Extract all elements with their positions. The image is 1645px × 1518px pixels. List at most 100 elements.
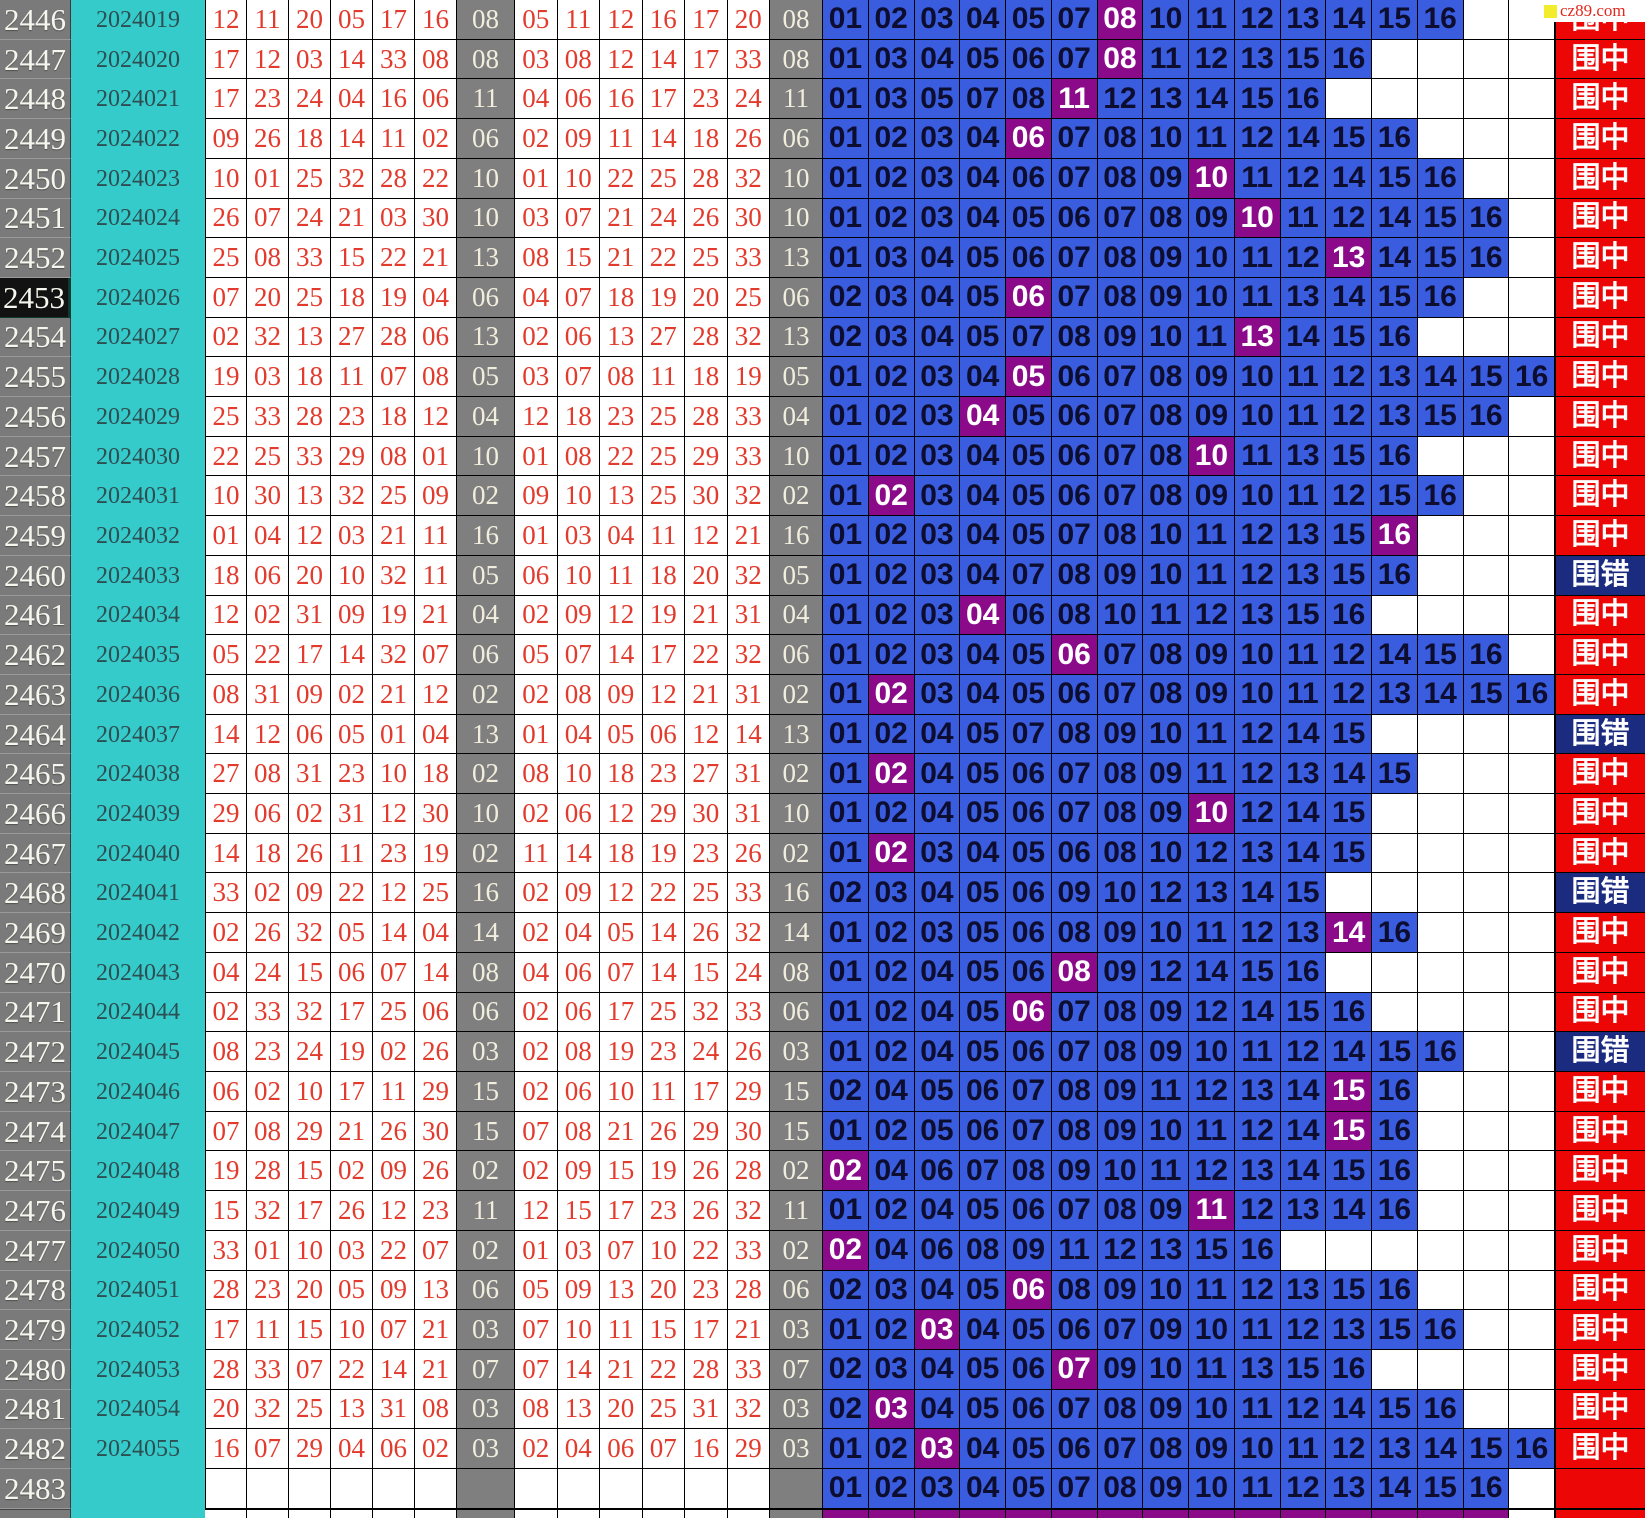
blue-zone-cell: 08 [1097, 238, 1144, 278]
red-ball-cell: 23 [331, 397, 373, 437]
blue-zone-cell: 10 [1234, 635, 1281, 675]
blue-zone-cell: 05 [1006, 516, 1052, 556]
red-ball-cell: 33 [289, 436, 331, 477]
blue-zone-empty-cell [1417, 555, 1464, 596]
blue-zone-cell: 14 [1326, 0, 1372, 40]
blue-zone-empty-cell [1463, 39, 1510, 80]
blue-zone-empty-cell [1463, 516, 1510, 556]
red-ball-cell: 14 [331, 119, 373, 159]
red-ball-cell: 14 [205, 714, 247, 755]
blue-zone-empty-cell [1463, 555, 1510, 596]
red-ball-cell: 21 [415, 1349, 457, 1390]
table-row: 2449 2024022 09 26 18 14 11 02 06 02 09 11 14 18 26 06 0… [0, 119, 1645, 159]
row-index-cell: 2477 [0, 1230, 71, 1271]
blue-zone-empty-cell [1372, 39, 1418, 80]
row-index-cell: 2467 [0, 833, 71, 874]
sorted-red-ball-cell: 33 [727, 992, 770, 1033]
sorted-red-ball-cell: 26 [727, 119, 770, 159]
sorted-red-ball-cell: 31 [685, 1389, 728, 1430]
blue-ball-repeat-cell: 16 [770, 873, 823, 914]
blue-zone-cell: 04 [914, 238, 961, 278]
red-ball-cell: 14 [205, 833, 247, 874]
blue-zone-cell: 03 [914, 913, 961, 953]
blue-zone-cell: 09 [1006, 1230, 1052, 1271]
blue-zone-cell: 15 [1372, 476, 1418, 517]
blue-zone-cell: 04 [960, 476, 1006, 517]
red-ball-cell: 07 [415, 635, 457, 675]
sorted-red-ball-cell: 25 [642, 476, 685, 517]
blue-ball-repeat-cell: 02 [770, 1151, 823, 1192]
issue-number-cell: 2024022 [71, 119, 205, 159]
sorted-red-ball-cell: 28 [685, 397, 728, 437]
blue-zone-cell: 04 [914, 1032, 961, 1072]
issue-number-cell: 2024042 [71, 913, 205, 953]
sorted-red-ball-cell: 22 [600, 158, 643, 199]
blue-zone-cell: 16 [1463, 238, 1510, 278]
blue-zone-cell: 11 [1189, 1111, 1235, 1152]
sorted-red-ball-cell: 33 [727, 397, 770, 437]
sorted-red-ball-cell: 25 [642, 436, 685, 477]
sorted-red-ball-cell: 32 [727, 635, 770, 675]
red-ball-cell: 14 [373, 1349, 415, 1390]
blue-zone-empty-cell [1417, 833, 1464, 874]
blue-zone-empty-cell [1509, 1230, 1555, 1271]
blue-zone-cell: 11 [1280, 476, 1327, 517]
red-ball-cell: 09 [331, 595, 373, 636]
blue-zone-cell: 14 [1326, 158, 1372, 199]
red-ball-cell: 17 [205, 79, 247, 120]
red-ball-cell: 20 [289, 555, 331, 596]
issue-number-cell: 2024032 [71, 516, 205, 556]
blue-ball-cell: 02 [457, 833, 515, 874]
blue-zone-cell: 07 [1051, 1032, 1098, 1072]
blue-zone-empty-cell [1509, 1270, 1555, 1311]
blue-ball-cell: 05 [457, 555, 515, 596]
blue-zone-cell: 09 [1143, 1389, 1189, 1430]
blue-zone-cell: 06 [1051, 357, 1098, 398]
sorted-red-ball-cell: 24 [727, 952, 770, 993]
red-ball-cell: 04 [415, 714, 457, 755]
blue-zone-empty-cell [1372, 1349, 1418, 1390]
blue-zone-cell: 03 [868, 873, 915, 914]
sorted-red-ball-cell [600, 1508, 643, 1518]
sorted-red-ball-cell: 27 [642, 317, 685, 358]
sorted-red-ball-cell: 23 [600, 397, 643, 437]
blue-zone-cell: 05 [960, 39, 1006, 80]
blue-ball-repeat-cell: 03 [770, 1310, 823, 1350]
red-ball-cell: 26 [415, 1151, 457, 1192]
red-ball-cell [331, 1508, 373, 1518]
blue-zone-cell: 11 [1280, 397, 1327, 437]
blue-zone-empty-cell [1509, 397, 1555, 437]
blue-zone-empty-cell [1509, 119, 1555, 159]
blue-zone-cell: 16 [1417, 1389, 1464, 1430]
table-row: 2470 2024043 04 24 15 06 07 14 08 04 06 07 14 15 24 08 0… [0, 952, 1645, 993]
blue-zone-cell: 01 [823, 1032, 869, 1072]
blue-zone-cell: 12 [1234, 555, 1281, 596]
red-ball-cell [415, 1508, 457, 1518]
issue-number-cell: 2024028 [71, 357, 205, 398]
result-cell: 围中 [1555, 1270, 1645, 1311]
sorted-red-ball-cell: 13 [600, 1270, 643, 1311]
blue-zone-cell: 01 [823, 0, 869, 40]
result-cell: 围中 [1555, 1429, 1645, 1470]
sorted-red-ball-cell: 12 [600, 873, 643, 914]
row-index-cell: 2446 [0, 0, 71, 40]
blue-zone-cell: 16 [1326, 39, 1372, 80]
blue-zone-cell: 07 [960, 1151, 1006, 1192]
red-ball-cell: 13 [415, 1270, 457, 1311]
blue-zone-cell: 15 [1280, 1349, 1327, 1390]
blue-zone-cell: 01 [823, 158, 869, 199]
site-watermark[interactable]: cz89.com [1541, 0, 1645, 22]
blue-ball-repeat-cell: 08 [770, 952, 823, 993]
blue-ball-hit-cell: 02 [868, 754, 915, 795]
blue-zone-cell: 02 [868, 714, 915, 755]
blue-ball-repeat-cell: 04 [770, 595, 823, 636]
red-ball-cell: 07 [247, 198, 289, 239]
red-ball-cell: 13 [289, 317, 331, 358]
blue-zone-cell: 09 [1143, 238, 1189, 278]
blue-zone-cell: 09 [1097, 952, 1144, 993]
red-ball-cell: 17 [373, 0, 415, 40]
sorted-red-ball-cell: 09 [557, 873, 600, 914]
red-ball-cell: 17 [289, 635, 331, 675]
blue-zone-cell: 04 [960, 1310, 1006, 1350]
sorted-red-ball-cell: 33 [727, 1230, 770, 1271]
